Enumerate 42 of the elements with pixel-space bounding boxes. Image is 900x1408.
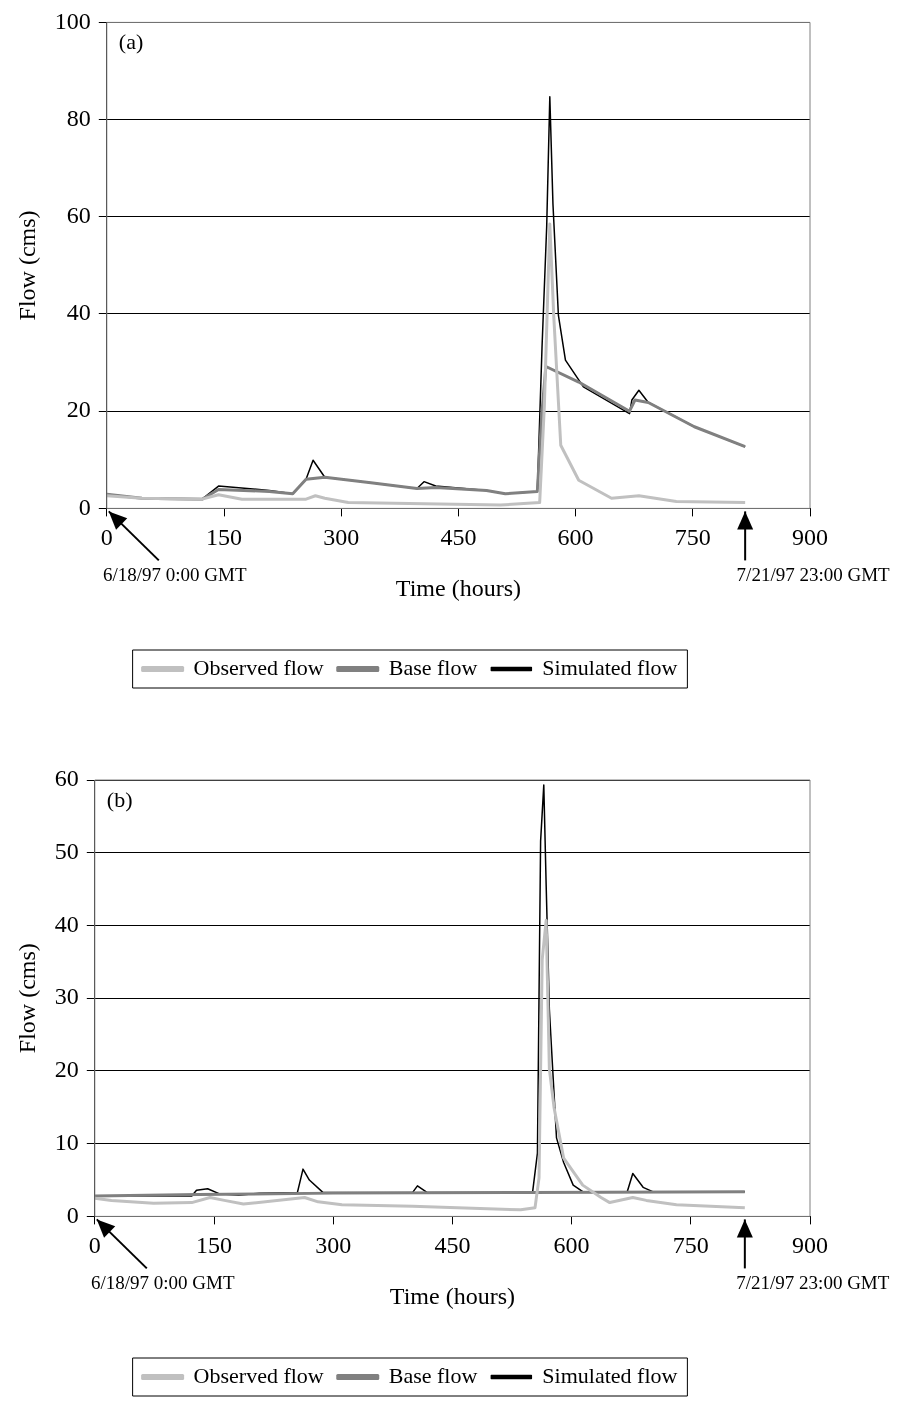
x-tick-label: 600	[557, 524, 594, 551]
legend-label: Observed flow	[193, 654, 324, 680]
x-axis-title: Time (hours)	[395, 574, 521, 601]
annotation: (b)	[106, 786, 133, 812]
y-tick-label: 20	[66, 396, 91, 423]
x-tick-label: 300	[323, 524, 360, 551]
text: 7/21/97 23:00 GMT	[736, 563, 891, 585]
x-tick-label: 900	[792, 524, 828, 551]
x-tick-label: 450	[434, 1232, 471, 1259]
x-tick-label: 450	[440, 524, 477, 551]
annotation: (a)	[118, 29, 144, 55]
y-tick-label: 30	[54, 983, 79, 1010]
text: 7/21/97 23:00 GMT	[736, 1271, 890, 1293]
x-tick-label: 300	[315, 1232, 352, 1259]
x-axis-title: Time (hours)	[389, 1282, 515, 1309]
legend-label: Base flow	[388, 654, 478, 680]
text: 6/18/97 0:00 GMT	[91, 1271, 235, 1293]
y-tick-label: 0	[78, 493, 91, 520]
legend-label: Observed flow	[193, 1362, 324, 1388]
y-tick-label: 50	[54, 838, 79, 865]
x-tick-label: 0	[100, 524, 113, 551]
y-tick-label: 0	[66, 1201, 79, 1228]
y-tick-label: 40	[66, 299, 91, 326]
text: 6/18/97 0:00 GMT	[103, 563, 247, 585]
y-tick-label: 100	[54, 7, 91, 34]
y-axis-title: Flow (cms)	[13, 943, 40, 1054]
x-tick-label: 600	[553, 1232, 590, 1259]
legend-label: Simulated flow	[542, 1362, 678, 1388]
x-tick-label: 900	[792, 1232, 828, 1259]
legend-label: Simulated flow	[542, 654, 678, 680]
y-tick-label: 60	[66, 202, 91, 229]
x-tick-label: 150	[196, 1232, 232, 1259]
y-tick-label: 60	[54, 765, 79, 792]
x-tick-label: 750	[672, 1232, 709, 1259]
y-tick-label: 80	[66, 104, 91, 131]
y-tick-label: 10	[54, 1128, 79, 1155]
y-tick-label: 20	[54, 1056, 79, 1083]
legend-label: Base flow	[388, 1362, 478, 1388]
y-tick-label: 40	[54, 910, 79, 937]
x-tick-label: 150	[206, 524, 242, 551]
y-axis-title: Flow (cms)	[13, 210, 40, 321]
x-tick-label: 750	[674, 524, 711, 551]
